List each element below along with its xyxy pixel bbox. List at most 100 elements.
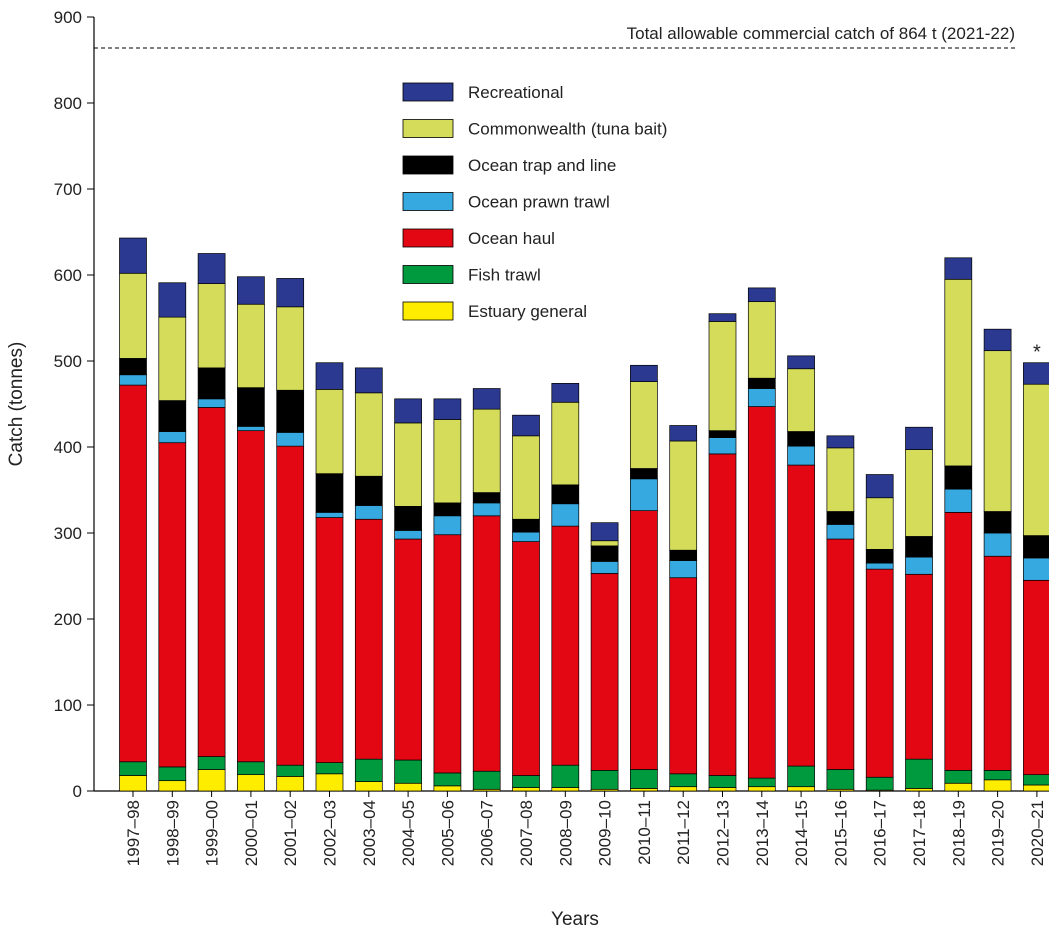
x-tick-label: 2011–12 — [674, 800, 693, 865]
bar-segment — [905, 573, 933, 760]
bar-segment — [394, 538, 422, 761]
bar-segment — [354, 781, 383, 792]
x-tick-label: 2013–14 — [753, 800, 772, 866]
bar-segment — [826, 511, 855, 525]
reference-label: Total allowable commercial catch of 864 … — [627, 24, 1015, 43]
bar-segment — [237, 430, 265, 763]
bar-segment — [276, 776, 305, 792]
bar-segment — [747, 388, 776, 407]
bar-segment — [983, 328, 1012, 352]
bar-segment — [315, 762, 344, 775]
bar-segment — [669, 440, 698, 551]
bar-segment — [905, 758, 933, 789]
bar-segment — [197, 756, 226, 770]
bar-segment — [512, 435, 540, 520]
bar-segment — [315, 773, 344, 792]
bar-segment — [237, 761, 265, 776]
bar-segment — [905, 449, 933, 537]
bar-segment — [590, 545, 619, 562]
x-tick-label: 2008–09 — [556, 800, 575, 866]
legend-swatch — [402, 228, 454, 248]
legend-label: Commonwealth (tuna bait) — [468, 120, 667, 139]
bar-segment — [512, 787, 540, 792]
legend-label: Estuary general — [468, 302, 587, 321]
bar-segment — [787, 445, 815, 466]
y-tick-label: 400 — [54, 438, 82, 457]
bar-segment — [747, 287, 776, 303]
bar-segment — [630, 788, 658, 792]
bar-segment — [433, 772, 462, 787]
legend-swatch — [402, 82, 454, 102]
bar-segment — [315, 473, 344, 513]
bar-segment — [669, 549, 698, 561]
bar-segment — [512, 531, 540, 542]
bar-segment — [708, 430, 737, 438]
bar-segment — [276, 445, 305, 766]
bar-segment — [787, 464, 815, 767]
bar-segment — [197, 769, 226, 792]
bar-segment — [237, 774, 265, 792]
bar-segment — [237, 387, 265, 427]
bar-segment — [315, 512, 344, 518]
x-tick-label: 2014–15 — [792, 800, 811, 866]
bar-segment — [394, 759, 422, 784]
x-tick-label: 2009–10 — [596, 800, 615, 866]
bar-segment — [394, 398, 422, 424]
bar-segment — [119, 761, 147, 776]
bar-segment — [708, 437, 737, 455]
bar-segment — [472, 770, 501, 790]
bar-segment — [433, 502, 462, 517]
x-tick-label: 2018–19 — [949, 800, 968, 866]
bar-segment — [826, 769, 855, 790]
bar-segment — [944, 488, 973, 513]
bar-segment — [433, 785, 462, 792]
bar-segment — [433, 515, 462, 536]
bar-segment — [119, 775, 147, 792]
bar-segment — [787, 355, 815, 370]
bar-segment — [119, 272, 147, 359]
legend-swatch — [402, 265, 454, 284]
legend-label: Ocean prawn trawl — [468, 193, 610, 212]
bar-segment — [905, 556, 933, 575]
bar-segment — [590, 561, 619, 574]
x-tick-label: 2019–20 — [989, 800, 1008, 866]
bar-segment — [944, 465, 973, 490]
bar-segment — [276, 306, 305, 391]
x-tick-label: 2003–04 — [360, 800, 379, 866]
legend-label: Ocean haul — [468, 229, 555, 248]
bar-segment — [551, 383, 580, 403]
bar-segment — [394, 782, 422, 792]
bar-segment — [354, 367, 383, 394]
legend-label: Ocean trap and line — [468, 156, 616, 175]
bar-segment — [119, 374, 147, 386]
y-tick-label: 600 — [54, 266, 82, 285]
bar-segment — [865, 474, 894, 499]
bar-segment — [865, 548, 894, 564]
bar-segment — [826, 447, 855, 512]
bar-segment — [394, 530, 422, 540]
bar-segment — [158, 442, 187, 768]
bar-segment — [354, 392, 383, 477]
bar-segment — [983, 532, 1012, 557]
bar-segment — [983, 350, 1012, 512]
bar-segment — [708, 787, 737, 792]
bar-segment — [944, 512, 973, 771]
bar-segment — [197, 367, 226, 400]
bar-segment — [354, 758, 383, 782]
bar-segment — [1023, 535, 1049, 559]
bar-segment — [315, 362, 344, 390]
bar-segment — [433, 398, 462, 420]
bar-segment — [354, 505, 383, 520]
y-tick-label: 200 — [54, 610, 82, 629]
x-tick-label: 2016–17 — [871, 800, 890, 866]
bar-segment — [983, 555, 1012, 771]
bar-segment — [708, 775, 737, 788]
bar-segment — [472, 515, 501, 772]
x-tick-label: 2017–18 — [910, 800, 929, 866]
bar-segment — [590, 573, 619, 771]
x-tick-label: 1997–98 — [124, 800, 143, 866]
bar-segment — [747, 786, 776, 792]
bar-segment — [944, 278, 973, 467]
legend-swatch — [402, 301, 454, 321]
